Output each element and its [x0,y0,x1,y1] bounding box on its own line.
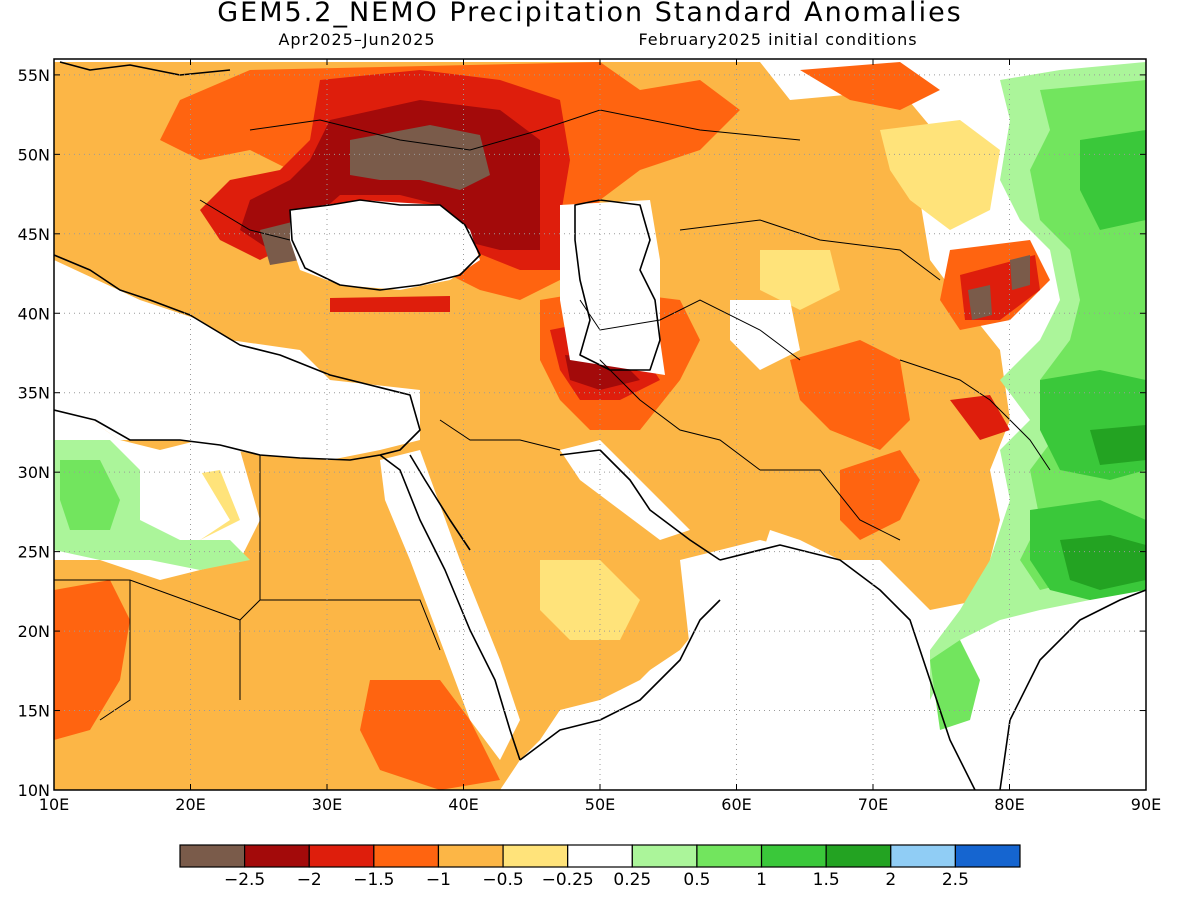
colorbar-swatch [890,844,956,868]
colorbar-swatch [631,844,698,868]
colorbar-label: −2.5 [224,870,265,890]
lat-tick-label: 40N [18,304,50,323]
period-label: Apr2025–Jun2025 [278,30,435,49]
lat-tick-label: 30N [18,463,50,482]
lat-tick-label: 50N [18,145,50,164]
colorbar-label: 0.25 [613,870,651,890]
lon-tick-label: 10E [39,795,69,814]
field-minus-1-5-kashmir [950,395,1010,440]
colorbar-label: −1.5 [353,870,394,890]
field-minus-1-5-turkey [330,296,450,312]
field-minus-1-kazakh [800,62,940,110]
map-title: GEM5.2_NEMO Precipitation Standard Anoma… [217,0,963,28]
field-plus-2-tibet [1090,425,1146,465]
field-minus-1-sahel [54,580,130,740]
borders [54,109,1051,721]
colorbar-label: −0.25 [542,870,594,890]
coastlines [54,61,1146,790]
lon-tick-label: 90E [1131,795,1161,814]
colorbar: −2.5 −2 −1.5 −1 −0.5 −0.25 0.25 0.5 1 1.5 2 2.5 [179,844,1021,890]
lat-tick-label: 25N [18,543,50,562]
grid-lines [54,59,1146,790]
lon-tick-label: 40E [448,795,478,814]
lat-tick-label: 10N [18,781,50,800]
colorbar-label: 1 [756,870,767,890]
colorbar-label: 2.5 [942,870,969,890]
field-plus-1-libya [60,460,120,530]
mask-mediterranean [54,260,420,460]
colorbar-label: −2 [297,870,322,890]
mask-bay-bengal [1000,590,1146,790]
lat-tick-label: 55N [18,66,50,85]
lon-tick-label: 30E [312,795,342,814]
colorbar-swatch [696,844,763,868]
lon-tick-label: 80E [994,795,1024,814]
field-plus-1-5-mongolia [1080,130,1146,230]
colorbar-label: −1 [426,870,451,890]
field-minus-2-5-tarim-b [1010,255,1030,290]
colorbar-label: 2 [885,870,896,890]
colorbar-label: 0.5 [683,870,710,890]
lon-tick-label: 70E [858,795,888,814]
mask-red-sea [380,450,520,760]
colorbar-swatch [502,844,569,868]
colorbar-swatch [954,844,1021,868]
lat-tick-label: 15N [18,702,50,721]
colorbar-label: −0.5 [482,870,523,890]
mask-black-sea [290,200,480,290]
field-plus-1-india [930,640,980,730]
lat-tick-label: 45N [18,225,50,244]
field-minus-1-afghan [790,340,910,450]
init-label: February2025 initial conditions [638,30,917,49]
longitude-axis: 10E 20E 30E 40E 50E 60E 70E 80E 90E [39,59,1161,814]
mask-kazakh-white [730,300,800,370]
mask-arabian-sea [560,540,960,790]
colorbar-swatch [179,844,246,868]
mask-north-africa-white [120,460,230,540]
lon-tick-label: 20E [175,795,205,814]
lon-tick-label: 50E [585,795,615,814]
colorbar-swatch [308,844,375,868]
field-minus-2-5-tarim-a [968,285,992,320]
map-plot [54,59,1146,790]
colorbar-label: 1.5 [813,870,840,890]
colorbar-swatch [437,844,504,868]
field-minus-1-ethiopia [360,680,500,790]
lat-tick-label: 20N [18,622,50,641]
field-minus-0-25-d [760,250,840,310]
field-minus-2-5 [350,125,490,190]
anomaly-fields [54,62,1146,790]
colorbar-swatch [373,844,440,868]
colorbar-swatch [567,844,633,868]
colorbar-swatch [244,844,310,868]
field-minus-0-25-b [540,560,640,640]
lat-tick-label: 35N [18,384,50,403]
field-plus-2-bengal [1060,535,1146,590]
colorbar-swatch [760,844,827,868]
latitude-axis: 55N 50N 45N 40N 35N 30N 25N 20N 15N 10N [18,66,1146,800]
lon-tick-label: 60E [721,795,751,814]
field-minus-0-25-a [880,120,1000,230]
colorbar-swatch [825,844,892,868]
